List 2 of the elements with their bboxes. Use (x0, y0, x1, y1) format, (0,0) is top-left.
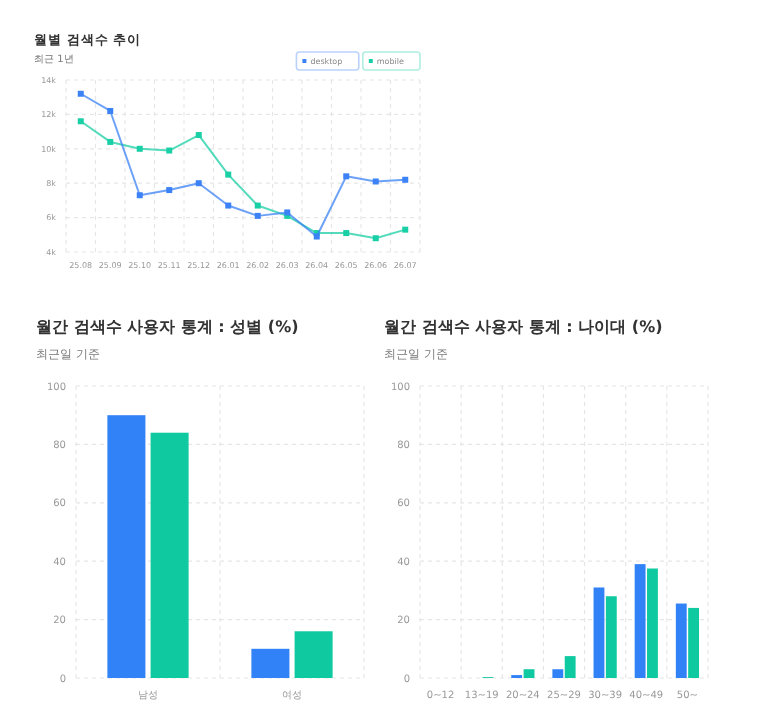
chart-title: 월간 검색수 사용자 통계 : 성별 (%) (36, 318, 299, 336)
chart-title: 월간 검색수 사용자 통계 : 나이대 (%) (384, 318, 663, 336)
